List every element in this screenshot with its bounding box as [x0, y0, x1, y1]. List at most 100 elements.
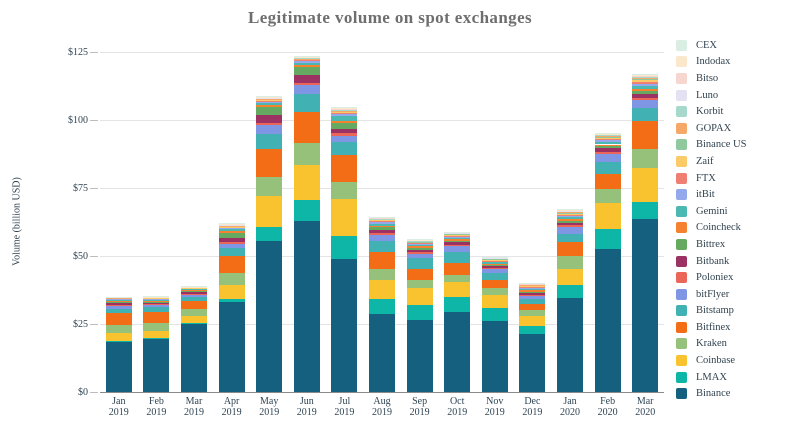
bar-segment-zaif — [256, 99, 283, 101]
bar-segment-itbit — [181, 288, 207, 290]
bar-segment-kraken — [519, 310, 546, 317]
bar-segment-bittrex — [444, 240, 471, 243]
bar-segment-coinbase — [632, 167, 659, 202]
x-tick-year: 2019 — [409, 407, 430, 418]
bar-segment-gemini — [331, 116, 358, 121]
bar-segment-itbit — [594, 140, 621, 142]
bar-segment-cex — [105, 296, 132, 298]
bar-segment-coincheck — [557, 219, 583, 221]
x-tick-year: 2019 — [334, 407, 355, 418]
bar-segment-coinbase — [557, 269, 583, 286]
bar-segment-binance-us — [444, 233, 471, 235]
bar-segment-bitflyer — [632, 100, 659, 108]
bar-segment-ftx — [444, 235, 471, 237]
bar-segment-poloniex — [181, 293, 207, 295]
y-tick-label: $75 — [73, 183, 88, 194]
bar-segment-lmax — [481, 308, 508, 322]
bar-segment-binance — [594, 249, 621, 392]
bar-segment-zaif — [181, 287, 207, 289]
bar-segment-indodax — [369, 217, 395, 218]
bar-segment-luno — [256, 97, 283, 99]
legend-label: Kraken — [696, 338, 727, 350]
bar-segment-lmax — [331, 236, 358, 259]
bar-segment-bitbank — [331, 128, 358, 133]
bar-segment-zaif — [143, 297, 170, 299]
legend-label: Korbit — [696, 106, 724, 118]
x-tick-year: 2019 — [522, 407, 543, 418]
bar-segment-korbit — [557, 211, 583, 212]
bar-segment-binance — [105, 341, 132, 392]
bar-segment-lmax — [293, 200, 320, 221]
bar-segment-ftx — [256, 100, 283, 102]
bar-segment-poloniex — [557, 225, 583, 227]
bar-segment-itbit — [105, 298, 132, 300]
bar-segment-coincheck — [181, 290, 207, 292]
bar-segment-coincheck — [632, 89, 659, 92]
bar-segment-ftx — [519, 287, 546, 289]
bar-segment-lmax — [632, 201, 659, 220]
x-tick-month: Jan — [563, 396, 577, 407]
bar-segment-bitbank — [594, 148, 621, 152]
bar-segment-gemini — [369, 223, 395, 226]
bar-segment-itbit — [293, 61, 320, 63]
bar-segment-ftx — [481, 260, 508, 262]
bar-segment-binance — [256, 241, 283, 392]
bar-segment-cex — [557, 209, 583, 210]
bar-segment-zaif — [331, 111, 358, 114]
x-tick-label: Sep 2019 — [401, 396, 439, 418]
bar-segment-bitfinex — [444, 263, 471, 276]
bar-segment-poloniex — [105, 304, 132, 306]
bar-segment-luno — [293, 57, 320, 58]
bar-segment-cex — [369, 216, 395, 218]
bar-segment-bitbank — [143, 303, 170, 305]
bar-segment-bittrex — [181, 291, 207, 293]
legend-label: Coincheck — [696, 222, 741, 234]
x-tick-year: 2020 — [597, 407, 618, 418]
bar-segment-kraken — [143, 323, 170, 331]
legend-label: Gemini — [696, 205, 728, 217]
bar-segment-bittrex — [143, 301, 170, 304]
bar-segment-bitbank — [293, 74, 320, 84]
legend-label: Bitbank — [696, 255, 730, 267]
bar-segment-zaif — [369, 220, 395, 222]
bar-segment-bitbank — [444, 242, 471, 245]
bar-segment-zaif — [444, 234, 471, 236]
bar-dec-2019 — [519, 52, 546, 392]
bar-nov-2019 — [481, 52, 508, 392]
bar-segment-bittrex — [256, 106, 283, 115]
bar-segment-gopax — [293, 58, 320, 60]
bar-segment-lmax — [181, 322, 207, 324]
x-tick-month: Oct — [449, 396, 465, 407]
bar-segment-bitfinex — [143, 312, 170, 324]
bar-segment-poloniex — [519, 294, 546, 296]
bar-segment-bitflyer — [143, 305, 170, 308]
bar-segment-indodax — [481, 257, 508, 258]
bar-segment-lmax — [256, 227, 283, 242]
bar-segment-zaif — [557, 213, 583, 215]
bar-segment-bitso — [256, 97, 283, 98]
legend-swatch — [676, 321, 687, 333]
bar-segment-ftx — [406, 242, 433, 244]
bar-segment-cex — [481, 256, 508, 258]
bar-oct-2019 — [444, 52, 471, 392]
legend: CEX Indodax Bitso Luno Korbit GOPAX Binance US… — [676, 37, 796, 402]
legend-label: Poloniex — [696, 272, 734, 284]
bar-segment-cex — [218, 223, 245, 224]
x-tick-year: 2019 — [221, 407, 242, 418]
x-tick-year: 2019 — [447, 407, 468, 418]
bar-segment-itbit — [406, 243, 433, 245]
bar-segment-korbit — [594, 134, 621, 136]
x-tick-label: Dec 2019 — [514, 396, 552, 418]
legend-swatch — [676, 56, 687, 68]
bar-segment-indodax — [143, 296, 170, 298]
x-tick-label: Jun 2019 — [288, 396, 326, 418]
legend-label: Bitso — [696, 72, 719, 84]
legend-label: Bitstamp — [696, 305, 734, 317]
bar-segment-binance — [444, 311, 471, 392]
bar-segment-poloniex — [444, 244, 471, 246]
bar-segment-gopax — [481, 258, 508, 259]
bar-segment-cex — [293, 55, 320, 57]
bar-segment-bitstamp — [519, 299, 546, 304]
x-tick-label: Mar 2019 — [175, 396, 213, 418]
bar-segment-binance — [181, 324, 207, 392]
